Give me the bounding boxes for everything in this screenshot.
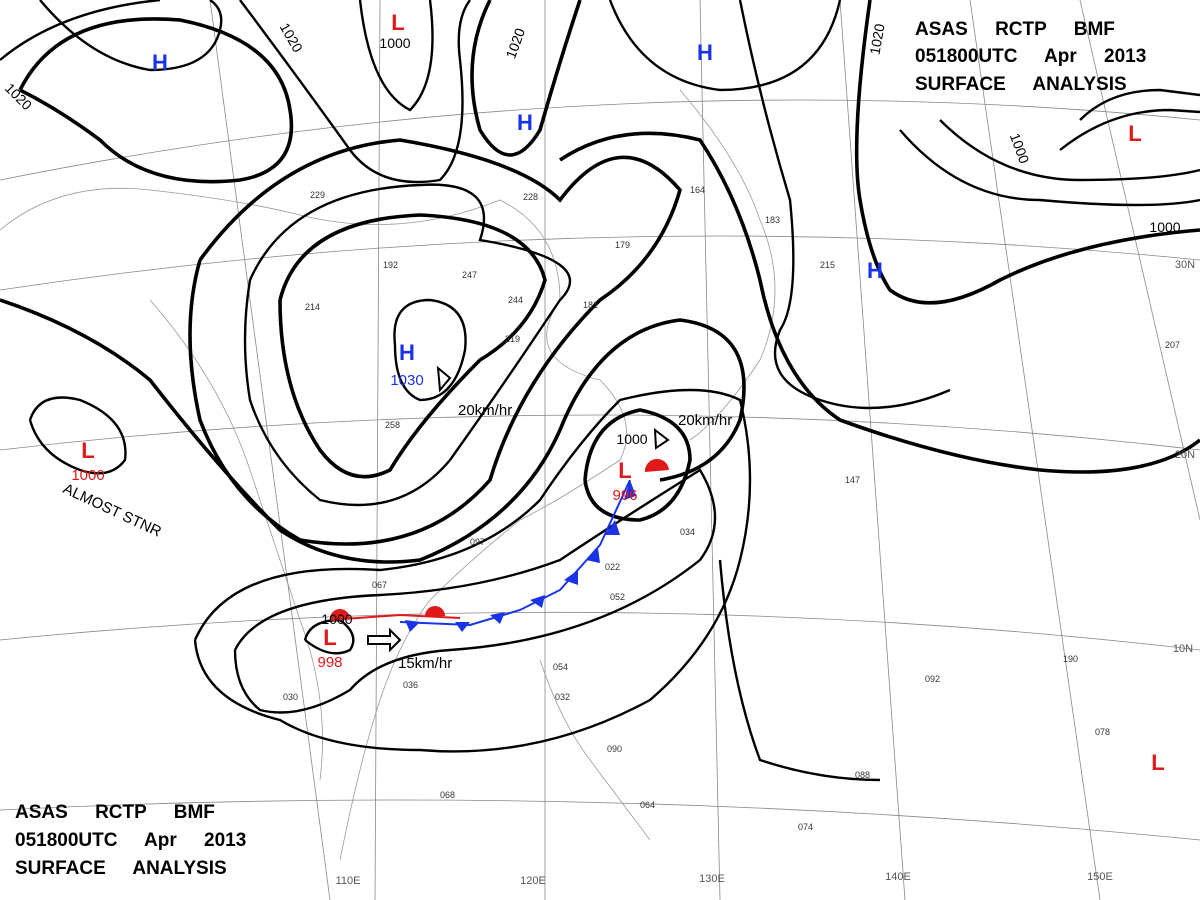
cold-front [399,479,636,632]
high-pressure: 1030 [390,372,423,389]
high-center: H [399,340,415,365]
station-value: 258 [385,420,400,430]
low-center: L [1151,750,1164,775]
isobar-label: 1020 [866,22,887,56]
station-value: 214 [305,302,320,312]
station-value: 052 [610,592,625,602]
station-value: 092 [925,674,940,684]
header-line: SURFACE ANALYSIS [915,74,1127,95]
isobar-label: 1000 [379,35,410,51]
header-line: ASAS RCTP BMF [15,802,215,823]
isobar-label: 1000 [321,611,352,627]
station-value: 074 [798,822,813,832]
isobars [0,0,1200,782]
station-value: 147 [845,475,860,485]
low-center: L [1128,121,1141,146]
motion-label: 15km/hr [398,655,452,672]
high-center: H [867,258,883,283]
low-pressure: 1000 [71,467,104,484]
station-value: 164 [690,185,705,195]
header-line: 051800UTC Apr 2013 [915,46,1146,67]
high-center: H [517,110,533,135]
station-value: 064 [640,800,655,810]
station-value: 068 [440,790,455,800]
station-value: 181 [583,300,598,310]
header-line: 051800UTC Apr 2013 [15,830,246,851]
motion-label: 20km/hr [678,412,732,429]
station-value: 097 [470,537,485,547]
motion-arrows [367,365,670,653]
station-value: 030 [283,692,298,702]
station-value: 190 [1063,654,1078,664]
low-center: L [618,458,631,483]
low-pressure: 996 [612,487,637,504]
station-value: 247 [462,270,477,280]
longitude-label: 120E [520,875,546,887]
station-value: 215 [820,260,835,270]
header-line: SURFACE ANALYSIS [15,858,227,879]
header-line: ASAS RCTP BMF [915,19,1115,40]
warm-front [329,458,669,621]
longitude-label: 140E [885,871,911,883]
isobar-label: 1000 [1149,219,1180,235]
latitude-label: 10N [1173,643,1193,655]
station-value: 022 [605,562,620,572]
station-value: 034 [680,527,695,537]
station-value: 219 [505,334,520,344]
station-value: 090 [607,744,622,754]
high-center: H [697,40,713,65]
station-value: 192 [383,260,398,270]
low-pressure: 998 [317,654,342,671]
station-value: 244 [508,295,523,305]
station-value: 054 [553,662,568,672]
station-value: 179 [615,240,630,250]
motion-label: 20km/hr [458,402,512,419]
low-center: L [391,10,404,35]
latitude-label: 30N [1175,259,1195,271]
station-value: 078 [1095,727,1110,737]
high-center: H [152,50,168,75]
station-value: 067 [372,580,387,590]
latitude-label: 20N [1175,449,1195,461]
longitude-label: 110E [336,875,361,887]
station-value: 229 [310,190,325,200]
longitude-label: 130E [699,873,725,885]
low-center: L [323,625,336,650]
station-value: 228 [523,192,538,202]
station-value: 088 [855,770,870,780]
longitude-label: 150E [1087,871,1113,883]
station-value: 036 [403,680,418,690]
station-value: 032 [555,692,570,702]
station-value: 207 [1165,340,1180,350]
low-center: L [81,438,94,463]
station-value: 183 [765,215,780,225]
isobar-label: 1000 [616,431,647,447]
